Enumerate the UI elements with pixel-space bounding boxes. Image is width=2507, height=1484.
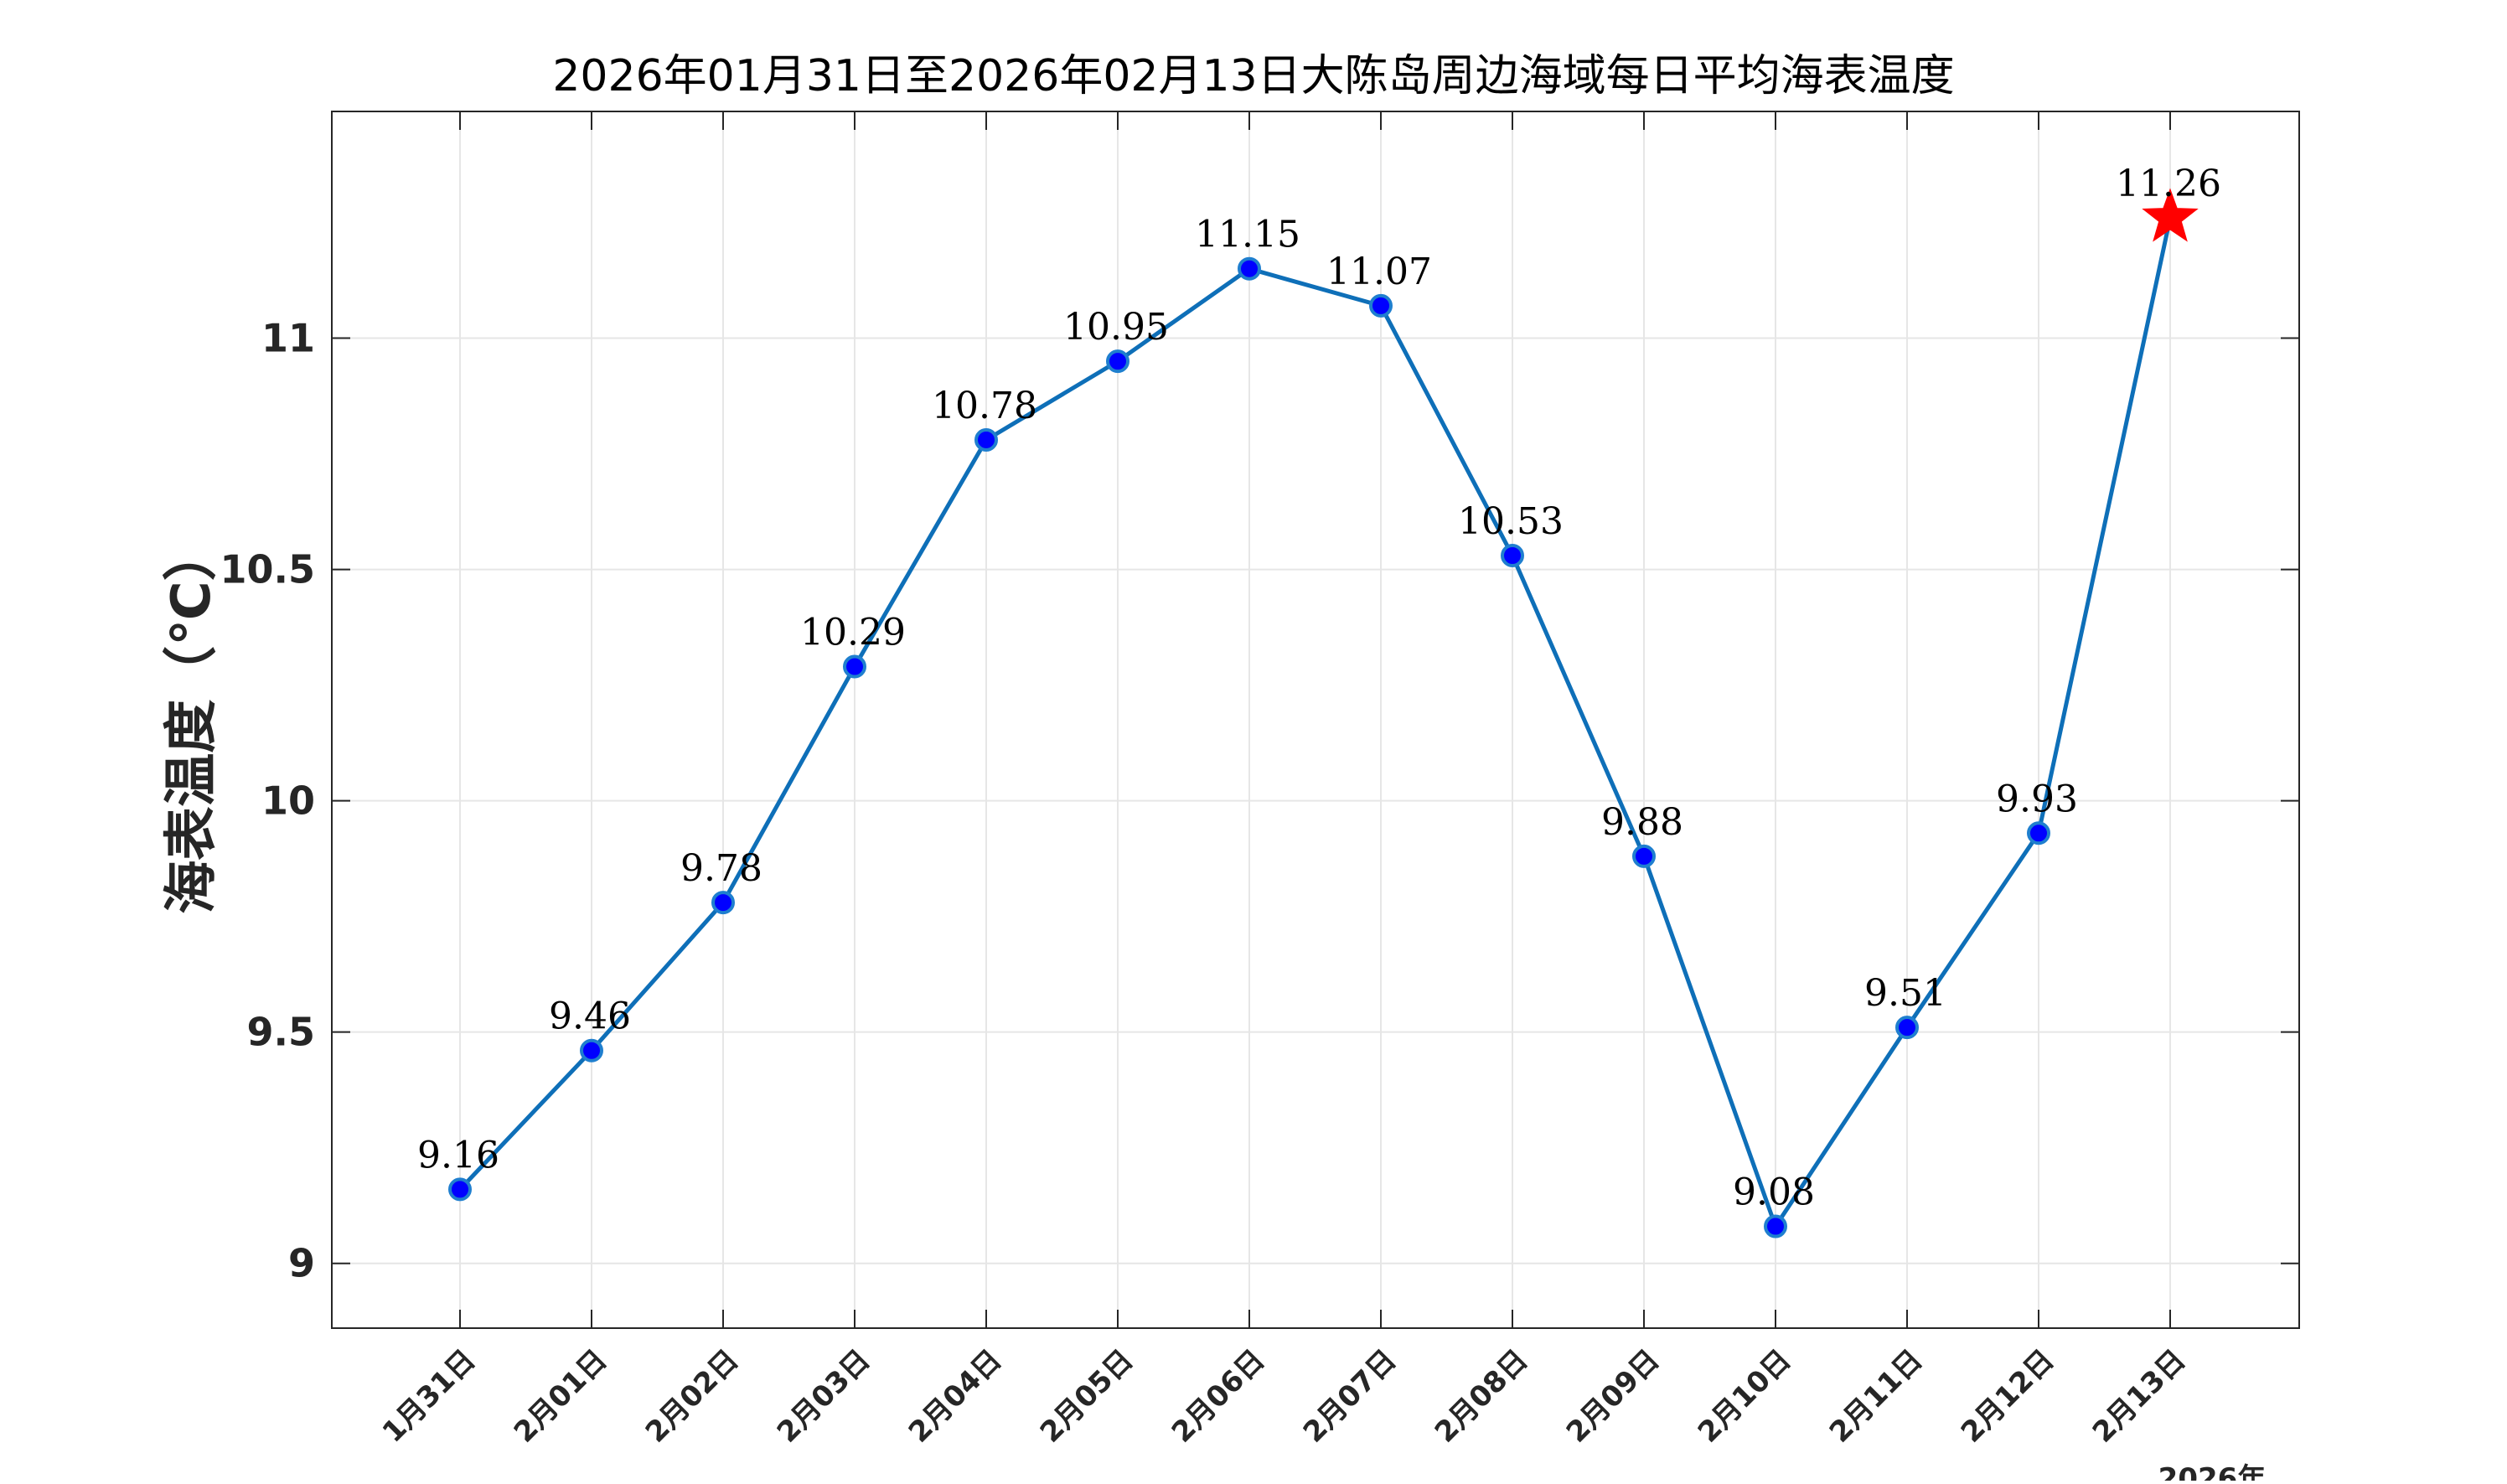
data-point-marker	[580, 1038, 603, 1063]
highlight-star-marker	[2142, 188, 2199, 242]
plot-frame	[331, 111, 2300, 1329]
y-tick-label: 10.5	[220, 547, 316, 592]
data-label: 10.29	[800, 612, 906, 654]
data-label: 10.53	[1458, 500, 1564, 543]
data-label: 9.16	[417, 1134, 499, 1176]
data-point-marker	[448, 1177, 472, 1202]
data-point-marker	[1369, 293, 1393, 318]
data-label: 9.08	[1733, 1171, 1815, 1214]
axes-box	[331, 111, 2300, 1329]
data-label: 10.78	[932, 385, 1037, 427]
data-point-marker	[843, 654, 866, 679]
data-label: 9.88	[1601, 801, 1683, 844]
y-tick-label: 10	[261, 778, 315, 824]
data-point-marker	[1106, 349, 1129, 374]
data-label: 11.15	[1195, 214, 1300, 256]
temperature-line	[458, 217, 2173, 1229]
y-axis-label: 海表温度（℃）	[161, 527, 223, 914]
y-tick-label: 9	[288, 1241, 315, 1286]
data-point-marker	[1632, 844, 1656, 868]
data-point-marker	[1501, 544, 1524, 568]
data-point-marker	[1764, 1214, 1787, 1238]
data-point-marker	[1238, 256, 1261, 281]
data-label: 11.26	[2116, 163, 2221, 205]
x-axis-year-label: 2026年	[2158, 1462, 2267, 1481]
data-markers	[448, 188, 2199, 1238]
data-label: 11.07	[1326, 251, 1432, 293]
data-label: 9.78	[680, 847, 762, 890]
data-labels: 9.16 9.46 9.78 10.29 10.78 10.95 11.15 11.07 10.…	[417, 163, 2221, 1214]
series-temperature	[458, 217, 2173, 1229]
chart-title: 2026年01月31日至2026年02月13日大陈岛周边海域每日平均海表温度	[552, 51, 1954, 101]
tick-marks	[332, 111, 2299, 1328]
data-label: 9.46	[549, 995, 631, 1038]
y-tick-labels: 9 9.5 10 10.5 11	[220, 316, 316, 1286]
data-label: 9.93	[1996, 778, 2078, 820]
data-point-marker	[2027, 821, 2050, 845]
data-label: 10.95	[1063, 306, 1169, 349]
y-tick-label: 11	[261, 316, 315, 361]
data-point-marker	[974, 427, 998, 452]
data-label: 9.51	[1864, 972, 1946, 1015]
y-tick-label: 9.5	[247, 1010, 316, 1055]
data-point-marker	[711, 891, 735, 915]
data-point-marker	[1895, 1016, 1919, 1040]
